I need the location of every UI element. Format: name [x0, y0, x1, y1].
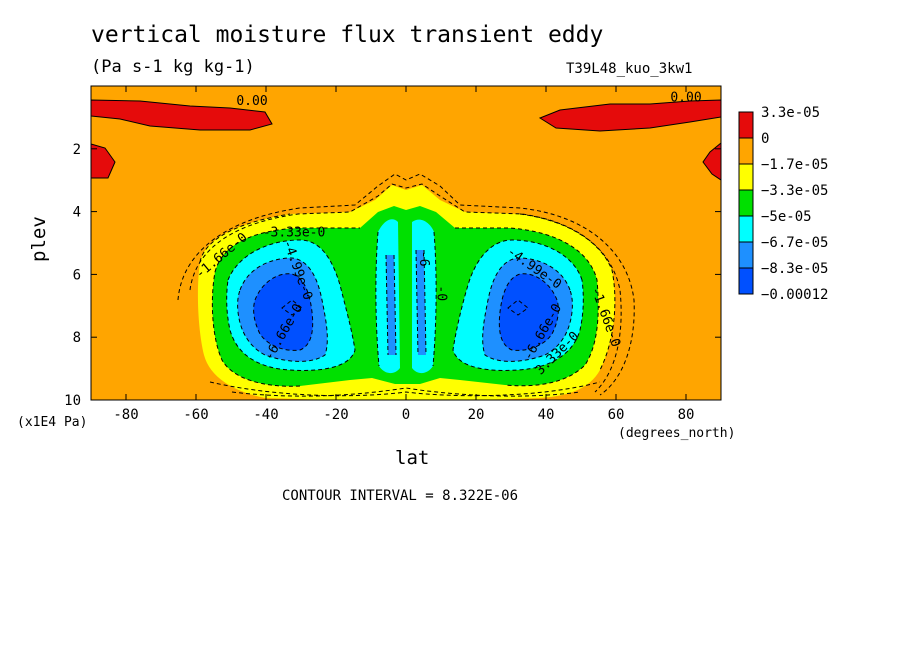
x-tick-label: -20 — [323, 407, 348, 423]
contour-label: -6 — [416, 251, 431, 267]
contour-lines — [177, 173, 635, 397]
x-tick-label: 0 — [402, 407, 410, 423]
axes: -80 -60 -40 -20 0 20 40 60 80 2 4 6 8 10 — [64, 86, 721, 423]
band-sky-center — [386, 250, 426, 355]
run-id-label: T39L48_kuo_3kw1 — [566, 61, 693, 77]
x-tick-label: 80 — [678, 407, 695, 423]
band-blue — [253, 273, 313, 351]
x-tick-label: -80 — [113, 407, 138, 423]
x-tick-label: 60 — [608, 407, 625, 423]
x-axis-label: lat — [395, 447, 430, 469]
positive-region-ne — [538, 99, 721, 132]
contour-interval-label: CONTOUR INTERVAL = 8.322E-06 — [282, 488, 519, 504]
x-tick-label: -60 — [183, 407, 208, 423]
positive-region-w-edge — [91, 143, 116, 179]
legend-swatch — [738, 189, 754, 217]
legend-label: −8.3e-05 — [761, 261, 828, 277]
legend-label: −3.3e-05 — [761, 183, 828, 199]
units-label: (Pa s-1 kg kg-1) — [91, 57, 255, 77]
x-units-label: (degrees_north) — [618, 426, 736, 441]
x-tick-label: 40 — [538, 407, 555, 423]
legend-label: −0.00012 — [761, 287, 828, 303]
x-tick-label: 20 — [468, 407, 485, 423]
legend-label: 0 — [761, 131, 769, 147]
y-scale-label: (x1E4 Pa) — [17, 415, 88, 430]
legend-swatch — [738, 163, 754, 191]
contour-label: 0.00 — [236, 94, 267, 109]
legend-swatch — [738, 111, 754, 139]
y-tick-label: 4 — [73, 205, 81, 221]
legend-swatch — [738, 215, 754, 243]
legend-label: −1.7e-05 — [761, 157, 828, 173]
chart-title: vertical moisture flux transient eddy — [91, 22, 604, 48]
y-tick-label: 10 — [64, 393, 81, 409]
positive-region-e-edge — [702, 142, 721, 181]
contour-label: -0 — [434, 285, 449, 301]
legend-swatch — [738, 241, 754, 269]
y-tick-label: 6 — [73, 267, 81, 283]
y-axis-label: plev — [28, 216, 50, 262]
x-tick-label: -40 — [253, 407, 278, 423]
positive-region-nw — [91, 99, 273, 131]
legend-label: 3.3e-05 — [761, 105, 820, 121]
contour-fills: 0.00 0.00-1.66e-0 -3.33e-0-4.99e-0-6.66e-0… — [91, 86, 721, 400]
contour-label: 0.00 — [670, 91, 701, 106]
legend-swatch — [738, 267, 754, 295]
y-tick-label: 8 — [73, 330, 81, 346]
legend-label: −5e-05 — [761, 209, 812, 225]
y-tick-label: 2 — [73, 142, 81, 158]
contour-label: -3.33e-0 — [263, 226, 326, 241]
colorbar-legend: 3.3e-05 0 −1.7e-05 −3.3e-05 −5e-05 −6.7e-05 −8… — [738, 105, 828, 303]
legend-label: −6.7e-05 — [761, 235, 828, 251]
legend-swatch — [738, 137, 754, 165]
band-blue-east — [499, 273, 559, 351]
